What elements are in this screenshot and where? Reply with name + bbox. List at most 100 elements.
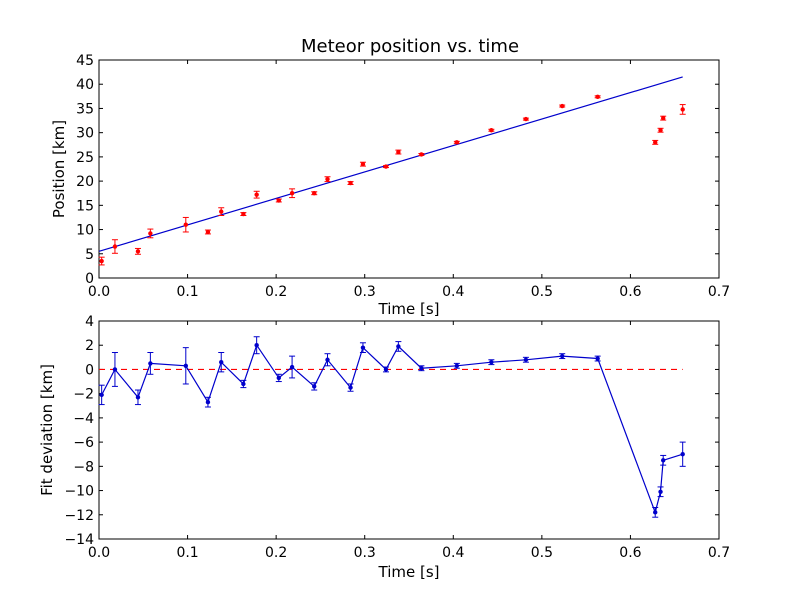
position-y-tick-label: 40 [76,77,94,93]
deviation-x-tick-label: 0.6 [619,545,641,561]
position-data-point [148,231,153,236]
chart-title: Meteor position vs. time [301,36,519,57]
position-data-point [396,149,401,155]
deviation-data-point [325,357,330,362]
position-data-point [595,94,600,100]
deviation-y-tick-label: −4 [73,411,94,427]
deviation-data-point [112,367,118,372]
deviation-marks [98,336,686,518]
deviation-data-point [653,510,658,515]
position-data-point [289,191,295,196]
position-y-tick-label: 5 [85,247,94,263]
position-ticks: 0.0 0.1 0.2 0.3 0.4 0.5 0.6 0.7 0 5 10 15 20 25 30 35 40… [76,53,730,300]
deviation-data-point [205,399,211,405]
deviation-data-point [661,458,666,463]
position-x-axis-label: Time [s] [378,300,440,318]
position-y-tick-label: 25 [76,150,94,166]
deviation-data-point [219,359,224,365]
deviation-panel: 0.0 0.1 0.2 0.3 0.4 0.5 0.6 0.7 −14 −12 −10 −8 −6 −4 −… [38,314,730,581]
position-data-point [523,116,529,122]
deviation-x-tick-label: 0.7 [708,545,730,561]
deviation-y-tick-label: 2 [85,338,94,354]
position-data-point [653,140,658,145]
position-plot-area [98,59,720,279]
deviation-x-tick-label: 0.4 [442,545,464,561]
position-x-tick-label: 0.1 [176,284,198,300]
position-data-point [276,198,281,203]
deviation-data-point [680,452,685,457]
deviation-y-tick-label: −14 [64,532,94,548]
deviation-data-point [489,359,494,365]
deviation-data-point [383,367,389,372]
position-y-tick-label: 15 [76,198,94,214]
position-x-tick-label: 0.6 [619,284,641,300]
position-y-tick-label: 20 [76,174,94,190]
position-marks [98,76,686,266]
position-data-point [241,211,246,217]
position-data-point [419,152,424,157]
deviation-data-point [241,381,246,387]
deviation-data-point [276,375,281,381]
position-x-tick-label: 0.2 [265,284,287,300]
position-y-axis-label: Position [km] [50,120,68,218]
position-y-tick-label: 0 [85,271,94,287]
position-data-point [680,107,685,112]
deviation-data-point [312,384,317,389]
deviation-y-tick-label: −2 [73,387,94,403]
position-data-point [658,128,663,133]
deviation-x-tick-label: 0.3 [354,545,376,561]
position-data-point [205,229,211,235]
position-data-point [454,140,460,145]
deviation-y-tick-label: −6 [73,435,94,451]
position-data-point [661,115,666,121]
position-y-tick-label: 30 [76,126,94,142]
deviation-y-tick-label: −8 [73,459,94,475]
deviation-data-point [454,363,460,369]
deviation-x-tick-label: 0.0 [88,545,110,561]
position-x-tick-label: 0.4 [442,284,464,300]
deviation-x-tick-label: 0.5 [531,545,553,561]
deviation-data-point [99,392,104,398]
deviation-y-tick-label: −12 [64,508,94,524]
position-x-tick-label: 0.5 [531,284,553,300]
position-data-point [112,244,118,249]
deviation-data-point [595,356,600,361]
position-data-point [99,258,104,264]
position-data-point [254,192,259,197]
deviation-data-point [289,364,295,370]
deviation-y-tick-label: −10 [64,484,94,500]
deviation-data-point [658,489,663,494]
linear-fit-line [98,76,683,252]
position-data-point [560,103,565,109]
deviation-data-point [560,353,565,359]
deviation-x-tick-label: 0.2 [265,545,287,561]
position-y-tick-label: 35 [76,101,94,117]
deviation-data-point [254,343,259,348]
deviation-data-point [183,363,188,369]
position-data-point [489,128,494,133]
deviation-y-tick-label: 0 [85,362,94,378]
deviation-data-point [419,366,424,371]
deviation-data-point [348,385,353,390]
deviation-data-point [523,357,529,362]
position-data-point [360,161,366,167]
position-data-point [312,191,317,196]
deviation-data-point [360,345,366,350]
position-data-point [348,180,353,186]
position-y-tick-label: 45 [76,53,94,69]
deviation-plot-area [98,320,720,540]
position-x-tick-label: 0.0 [88,284,110,300]
deviation-x-axis-label: Time [s] [378,563,440,581]
deviation-data-point [135,395,141,400]
position-data-point [219,209,224,214]
deviation-data-point [396,344,401,349]
deviation-y-axis-label: Fit deviation [km] [38,364,56,496]
deviation-data-point [148,361,153,366]
deviation-y-tick-label: 4 [85,314,94,330]
position-panel: Meteor position vs. time 0.0 0.1 0.2 0.3 0.4… [50,36,730,318]
position-y-tick-label: 10 [76,223,94,239]
position-data-point [183,222,188,227]
deviation-x-tick-label: 0.1 [176,545,198,561]
